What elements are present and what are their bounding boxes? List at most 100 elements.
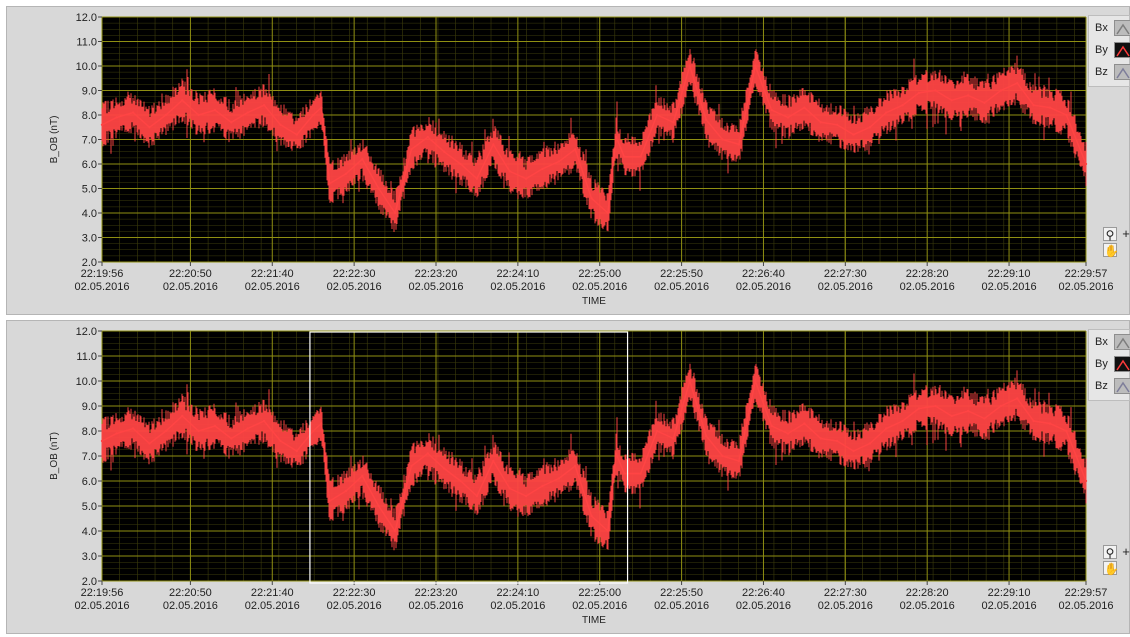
x-tick-label-time: 22:19:56 xyxy=(81,268,124,280)
zoom-icon[interactable]: ⚲ xyxy=(1103,227,1117,242)
zoom-selection-box[interactable] xyxy=(309,331,629,584)
series-point xyxy=(901,419,904,423)
x-tick-label-time: 22:29:10 xyxy=(988,268,1031,280)
x-tick-label-time: 22:21:40 xyxy=(251,268,294,280)
series-point xyxy=(475,177,479,180)
plot-legend[interactable]: Bx By Bz xyxy=(1088,329,1130,401)
series-point xyxy=(328,499,331,503)
legend-item-bz[interactable]: Bz xyxy=(1089,377,1130,397)
series-point xyxy=(786,116,790,119)
crosshair-icon[interactable]: + xyxy=(1122,544,1130,559)
series-point xyxy=(704,434,708,438)
series-point xyxy=(213,424,217,428)
x-tick-label-time: 22:24:10 xyxy=(496,268,539,280)
series-point xyxy=(442,467,446,470)
legend-item-by[interactable]: By xyxy=(1089,355,1130,375)
series-point xyxy=(934,404,937,408)
line-swatch-icon[interactable] xyxy=(1114,378,1130,394)
series-point xyxy=(590,514,593,518)
series-point xyxy=(983,101,986,104)
x-tick-label-date: 02.05.2016 xyxy=(818,600,873,612)
y-axis-label: B_OB (nT) xyxy=(49,116,60,164)
line-swatch-icon[interactable] xyxy=(1114,356,1130,372)
series-point xyxy=(803,422,806,425)
series-point xyxy=(868,442,872,445)
series-point xyxy=(819,121,822,124)
series-point xyxy=(770,424,773,428)
y-tick-label: 3.0 xyxy=(82,233,97,245)
x-tick-label-date: 02.05.2016 xyxy=(327,600,382,612)
line-swatch-icon[interactable] xyxy=(1114,20,1130,36)
series-point xyxy=(721,138,724,141)
series-point xyxy=(426,135,430,139)
series-point xyxy=(835,123,839,127)
chart-top[interactable]: 2.0 3.0 4.0 5.0 6.0 7.0 8.0 9.0 10.0 11.0 12.0 22:1… xyxy=(7,7,1130,316)
crosshair-icon[interactable]: + xyxy=(1122,226,1130,241)
x-tick-label-date: 02.05.2016 xyxy=(818,281,873,293)
y-tick-label: 8.0 xyxy=(82,426,97,438)
series-point xyxy=(1065,429,1068,433)
series-point xyxy=(885,111,888,114)
x-tick-label-date: 02.05.2016 xyxy=(900,281,955,293)
x-tick-label-time: 22:29:10 xyxy=(988,587,1031,599)
x-axis-label: TIME xyxy=(582,296,606,307)
y-tick-label: 9.0 xyxy=(82,401,97,413)
series-point xyxy=(623,472,626,475)
x-tick-label-date: 02.05.2016 xyxy=(654,281,709,293)
x-tick-label-date: 02.05.2016 xyxy=(245,600,300,612)
plot-legend[interactable]: Bx By Bz xyxy=(1088,15,1130,87)
series-point xyxy=(377,187,380,190)
y-tick-label: 12.0 xyxy=(76,326,97,338)
series-point xyxy=(344,489,348,493)
legend-label-bx: Bx xyxy=(1095,336,1108,348)
line-swatch-icon[interactable] xyxy=(1114,64,1130,80)
x-tick-label-time: 22:20:50 xyxy=(169,587,212,599)
pan-hand-icon[interactable]: ✋ xyxy=(1103,243,1119,258)
graph-panel-bottom: 2.0 3.0 4.0 5.0 6.0 7.0 8.0 9.0 10.0 11.0 12.0 22:1… xyxy=(6,320,1130,634)
series-point xyxy=(770,108,773,112)
chart-bottom[interactable]: 2.0 3.0 4.0 5.0 6.0 7.0 8.0 9.0 10.0 11.0 12.0 22:1… xyxy=(7,321,1130,635)
x-tick-label-time: 22:24:10 xyxy=(496,587,539,599)
series-point xyxy=(246,427,249,430)
series-point xyxy=(557,477,560,480)
x-tick-label-time: 22:25:00 xyxy=(578,268,621,280)
x-tick-label-time: 22:23:20 xyxy=(415,268,458,280)
series-point xyxy=(1048,422,1052,425)
series-point xyxy=(361,157,364,161)
series-point xyxy=(541,167,544,171)
x-tick-label-date: 02.05.2016 xyxy=(572,281,627,293)
legend-item-by[interactable]: By xyxy=(1089,41,1130,61)
x-tick-label-date: 02.05.2016 xyxy=(1058,281,1113,293)
series-point xyxy=(672,437,675,440)
y-tick-label: 2.0 xyxy=(82,576,97,588)
pan-hand-icon[interactable]: ✋ xyxy=(1103,561,1119,576)
zoom-icon[interactable]: ⚲ xyxy=(1103,545,1117,560)
x-tick-label-time: 22:19:56 xyxy=(81,587,124,599)
legend-item-bx[interactable]: Bx xyxy=(1089,333,1130,353)
x-tick-label-date: 02.05.2016 xyxy=(982,281,1037,293)
series-point xyxy=(164,113,168,117)
series-point xyxy=(835,439,839,443)
series-point xyxy=(148,126,151,129)
legend-item-bx[interactable]: Bx xyxy=(1089,19,1130,39)
series-point xyxy=(393,211,397,215)
x-tick-label-time: 22:29:57 xyxy=(1065,268,1108,280)
series-point xyxy=(100,439,104,443)
series-point xyxy=(230,437,233,440)
series-point xyxy=(100,123,104,127)
y-tick-label: 6.0 xyxy=(82,476,97,488)
series-point xyxy=(885,427,888,430)
series-point xyxy=(442,150,446,153)
series-point xyxy=(181,414,184,418)
x-tick-label-time: 22:27:30 xyxy=(824,268,867,280)
series-point xyxy=(950,99,953,102)
y-tick-label: 12.0 xyxy=(76,12,97,24)
series-point xyxy=(475,494,479,498)
line-swatch-icon[interactable] xyxy=(1114,42,1130,58)
legend-label-bx: Bx xyxy=(1095,22,1108,34)
legend-item-bz[interactable]: Bz xyxy=(1089,63,1130,83)
series-point xyxy=(983,417,986,420)
y-tick-label: 7.0 xyxy=(82,135,97,147)
line-swatch-icon[interactable] xyxy=(1114,334,1130,350)
series-point xyxy=(573,148,577,151)
